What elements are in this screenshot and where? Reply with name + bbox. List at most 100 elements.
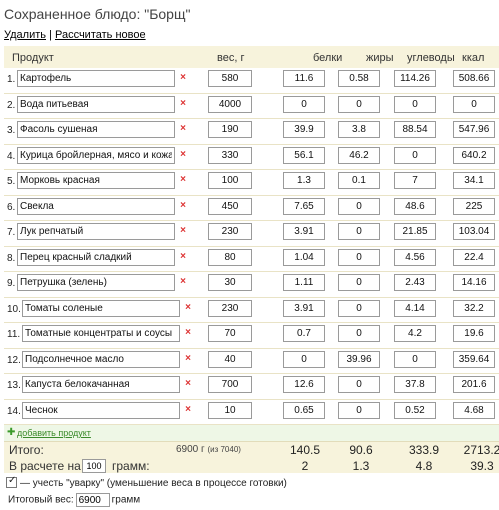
final-weight-label: Итоговый вес:: [8, 494, 74, 506]
kcal-value: 201.6: [453, 376, 495, 393]
protein-value: 0: [283, 95, 325, 113]
delete-row-icon[interactable]: ×: [180, 97, 186, 109]
delete-row-icon[interactable]: ×: [180, 199, 186, 211]
product-name-input[interactable]: [17, 121, 175, 138]
per-kcal: 39.3: [470, 459, 494, 473]
delete-link[interactable]: Удалить: [4, 29, 46, 41]
delete-row-icon[interactable]: ×: [185, 403, 191, 415]
fat-value: 0.58: [338, 70, 380, 87]
carbs-value: 4.56: [394, 248, 436, 266]
fat-value: 0: [338, 299, 380, 317]
fat-value: 0: [338, 274, 380, 291]
kcal-value: 19.6: [453, 325, 495, 342]
product-name-input[interactable]: [17, 70, 175, 87]
boil-checkbox[interactable]: [6, 475, 17, 488]
delete-row-icon[interactable]: ×: [185, 378, 191, 389]
product-name-input[interactable]: [17, 223, 175, 240]
table-row: 13. × 12.6 0 37.8 201.6: [4, 374, 499, 400]
final-weight-input[interactable]: [75, 493, 110, 507]
kcal-value: 14.16: [453, 274, 495, 291]
per-fat: 1.3: [352, 459, 370, 473]
delete-row-icon[interactable]: ×: [180, 123, 186, 134]
product-name-input[interactable]: [17, 146, 175, 164]
totals-fat: 90.6: [349, 443, 373, 457]
weight-input[interactable]: [208, 70, 252, 87]
delete-row-icon[interactable]: ×: [180, 148, 186, 160]
delete-row-icon[interactable]: ×: [180, 250, 186, 262]
protein-value: 1.11: [283, 274, 325, 291]
product-name-input[interactable]: [17, 274, 175, 291]
weight-input[interactable]: [208, 197, 252, 215]
product-name-input[interactable]: [22, 376, 180, 393]
table-row: 8. × 1.04 0 4.56 22.4: [4, 247, 499, 272]
protein-value: 3.91: [283, 299, 325, 317]
weight-input[interactable]: [208, 325, 252, 342]
protein-value: 1.3: [283, 172, 325, 189]
carbs-value: 0: [394, 146, 436, 164]
table-row: 1. × 11.6 0.58 114.26 508.66: [4, 68, 499, 94]
fat-value: 0: [338, 376, 380, 393]
fat-value: 0: [338, 197, 380, 215]
protein-value: 7.65: [283, 197, 325, 215]
weight-input[interactable]: [208, 299, 252, 317]
kcal-value: 22.4: [453, 248, 495, 266]
totals-gross-weight: 6900 г (из 7040): [176, 444, 241, 455]
weight-input[interactable]: [208, 248, 252, 266]
fat-value: 0: [338, 223, 380, 240]
protein-value: 11.6: [283, 70, 325, 87]
row-number: 2.: [7, 99, 16, 111]
per-label-after: грамм:: [112, 459, 150, 473]
row-number: 3.: [7, 125, 16, 136]
product-name-input[interactable]: [22, 401, 180, 419]
weight-input[interactable]: [208, 274, 252, 291]
delete-row-icon[interactable]: ×: [180, 72, 186, 83]
product-name-input[interactable]: [17, 197, 175, 215]
product-name-input[interactable]: [22, 325, 180, 342]
add-product-link[interactable]: добавить продукт: [17, 428, 91, 438]
totals-kcal: 2713.2: [463, 443, 499, 457]
carbs-value: 0.52: [394, 401, 436, 419]
carbs-value: 4.14: [394, 299, 436, 317]
delete-row-icon[interactable]: ×: [185, 301, 191, 313]
per-amount-input[interactable]: [82, 459, 106, 473]
product-name-input[interactable]: [17, 172, 175, 189]
table-row: 3. × 39.9 3.8 88.54 547.96: [4, 119, 499, 145]
kcal-value: 225: [453, 197, 495, 215]
delete-row-icon[interactable]: ×: [185, 352, 191, 364]
kcal-value: 508.66: [453, 70, 495, 87]
delete-row-icon[interactable]: ×: [180, 225, 186, 236]
carbs-value: 114.26: [394, 70, 436, 87]
product-name-input[interactable]: [22, 350, 180, 368]
delete-row-icon[interactable]: ×: [180, 276, 186, 287]
fat-value: 0: [338, 401, 380, 419]
totals-label: Итого:: [9, 443, 44, 457]
product-name-input[interactable]: [17, 248, 175, 266]
delete-row-icon[interactable]: ×: [185, 327, 191, 338]
row-number: 4.: [7, 150, 16, 162]
table-row: 12. × 0 39.96 0 359.64: [4, 349, 499, 374]
carbs-value: 21.85: [394, 223, 436, 240]
delete-row-icon[interactable]: ×: [180, 174, 186, 185]
kcal-value: 359.64: [453, 350, 495, 368]
weight-input[interactable]: [208, 95, 252, 113]
protein-value: 0: [283, 350, 325, 368]
fat-value: 0: [338, 325, 380, 342]
table-row: 14. × 0.65 0 0.52 4.68: [4, 400, 499, 425]
product-name-input[interactable]: [17, 95, 175, 113]
kcal-value: 103.04: [453, 223, 495, 240]
recalculate-link[interactable]: Рассчитать новое: [54, 29, 146, 41]
totals-panel: Итого: 6900 г (из 7040) 140.5 90.6 333.9…: [4, 441, 499, 473]
weight-input[interactable]: [208, 146, 252, 164]
carbs-value: 48.6: [394, 197, 436, 215]
weight-input[interactable]: [208, 401, 252, 419]
weight-input[interactable]: [208, 350, 252, 368]
product-name-input[interactable]: [22, 299, 180, 317]
weight-input[interactable]: [208, 376, 252, 393]
totals-gross-note: (из 7040): [207, 445, 241, 454]
carbs-value: 2.43: [394, 274, 436, 291]
table-header: Продукт вес, г белки жиры углеводы ккал: [4, 46, 499, 68]
weight-input[interactable]: [208, 121, 252, 138]
table-row: 10. × 3.91 0 4.14 32.2: [4, 298, 499, 323]
weight-input[interactable]: [208, 172, 252, 189]
weight-input[interactable]: [208, 223, 252, 240]
